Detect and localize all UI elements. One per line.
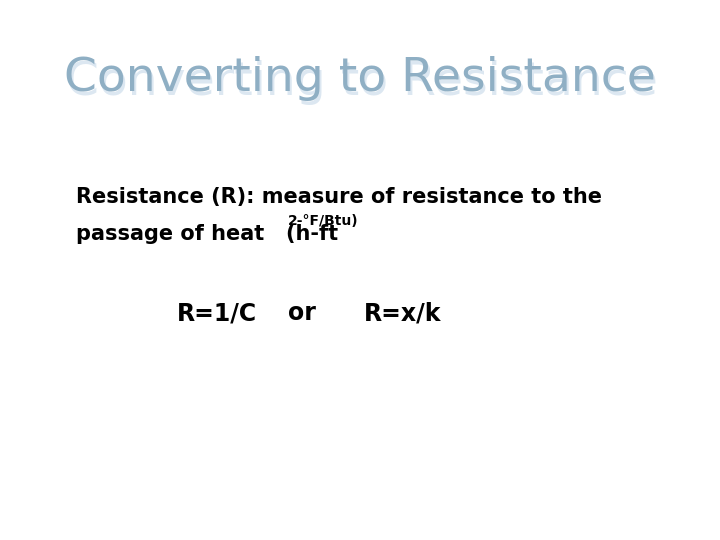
Text: passage of heat   (h-ft: passage of heat (h-ft (76, 224, 338, 244)
Text: Resistance (R): measure of resistance to the: Resistance (R): measure of resistance to… (76, 187, 602, 207)
Text: 2-°F/Btu): 2-°F/Btu) (287, 214, 358, 228)
Text: or: or (288, 301, 316, 325)
Text: R=x/k: R=x/k (364, 301, 441, 325)
Text: Converting to Resistance: Converting to Resistance (66, 60, 658, 105)
Text: R=1/C: R=1/C (176, 301, 256, 325)
Text: Converting to Resistance: Converting to Resistance (64, 56, 656, 101)
